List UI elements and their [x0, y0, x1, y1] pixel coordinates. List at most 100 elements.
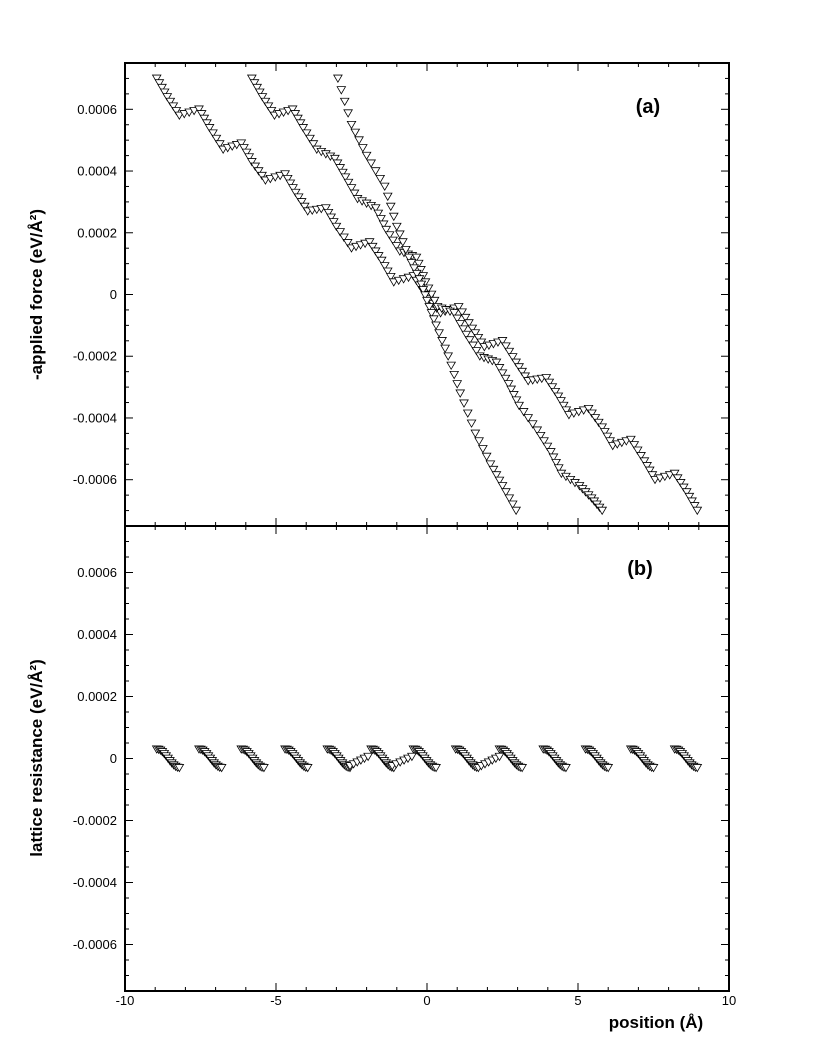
data-point [503, 380, 514, 389]
data-point [547, 383, 558, 392]
data-point [434, 329, 444, 338]
data-point [337, 168, 348, 178]
data-point [440, 344, 451, 354]
panel-b-markers [151, 745, 703, 773]
y-tick-label: -0.0006 [73, 472, 117, 487]
data-point [564, 411, 574, 420]
x-tick-label: -5 [270, 993, 282, 1008]
data-point [400, 245, 411, 255]
data-point [328, 218, 339, 227]
data-point [593, 418, 604, 428]
data-point [308, 140, 319, 149]
data-point [459, 399, 469, 408]
data-point [520, 372, 531, 381]
data-point [449, 309, 460, 318]
y-tick-label: -0.0004 [73, 875, 117, 890]
data-point [511, 396, 522, 405]
data-point [420, 291, 431, 300]
data-point [326, 213, 337, 222]
data-point [644, 466, 655, 476]
data-point [500, 342, 511, 351]
data-point [590, 414, 601, 423]
data-point [508, 391, 519, 400]
data-point [249, 79, 260, 88]
data-point [532, 426, 543, 435]
data-point [648, 764, 659, 773]
y-tick-label: 0.0006 [77, 102, 117, 117]
data-point [689, 502, 700, 511]
data-point [398, 275, 409, 284]
data-point [692, 506, 703, 516]
data-point [468, 341, 478, 350]
data-point [573, 408, 584, 417]
data-point [339, 97, 350, 107]
data-point [597, 506, 608, 516]
data-point [428, 315, 439, 324]
data-point [678, 483, 689, 492]
data-point [293, 193, 304, 202]
data-point [473, 333, 484, 343]
data-point [418, 286, 429, 295]
data-point [692, 764, 703, 773]
data-point [171, 107, 182, 116]
data-point [476, 338, 487, 347]
data-point [384, 231, 395, 240]
data-point [301, 129, 312, 138]
data-point [196, 110, 207, 119]
data-point [462, 409, 473, 418]
data-point [629, 441, 640, 450]
data-point [541, 374, 552, 383]
data-point [335, 228, 346, 237]
x-tick-label: -10 [116, 993, 135, 1008]
data-point [354, 136, 364, 145]
data-point [602, 432, 613, 442]
data-point [151, 74, 162, 84]
data-point [332, 159, 343, 168]
data-point [385, 272, 396, 282]
data-point [561, 406, 572, 415]
data-point [553, 392, 564, 401]
panel-b-y-tick-labels: -0.0006 -0.0004 -0.0002 0 0.0002 0.0004 0.0006 [73, 565, 117, 952]
data-point [672, 474, 683, 483]
data-point [388, 278, 399, 287]
data-point [298, 124, 309, 133]
data-point [357, 144, 368, 153]
data-point [397, 238, 408, 247]
data-point [464, 319, 474, 328]
y-tick-label: 0.0004 [77, 627, 117, 642]
data-point [605, 437, 615, 446]
data-point [202, 119, 212, 128]
data-point [452, 380, 463, 389]
data-point [211, 134, 222, 144]
data-point [388, 212, 399, 222]
data-point [343, 109, 354, 118]
panel-a-markers [151, 74, 703, 516]
data-point [568, 409, 579, 418]
data-point [154, 79, 165, 88]
data-point [597, 423, 608, 432]
data-point [333, 74, 343, 84]
data-point [366, 159, 377, 168]
x-axis-title: position (Å) [609, 1013, 703, 1032]
data-point [393, 276, 404, 286]
data-point [260, 176, 271, 185]
data-point [514, 401, 525, 411]
data-point [470, 429, 481, 438]
data-point [285, 179, 296, 188]
data-point [189, 107, 199, 116]
data-point [265, 174, 276, 184]
data-point [413, 259, 424, 269]
data-point [535, 431, 546, 441]
panel-b-label: (b) [627, 558, 653, 580]
data-point [364, 238, 375, 247]
data-point [290, 110, 301, 119]
data-point [299, 202, 310, 212]
data-point [424, 303, 435, 312]
data-point [437, 337, 447, 346]
data-point [270, 173, 281, 182]
data-point [391, 222, 402, 232]
data-point [507, 500, 518, 509]
data-point [414, 275, 425, 284]
data-point [466, 419, 477, 428]
y-tick-label: 0.0004 [77, 164, 117, 179]
